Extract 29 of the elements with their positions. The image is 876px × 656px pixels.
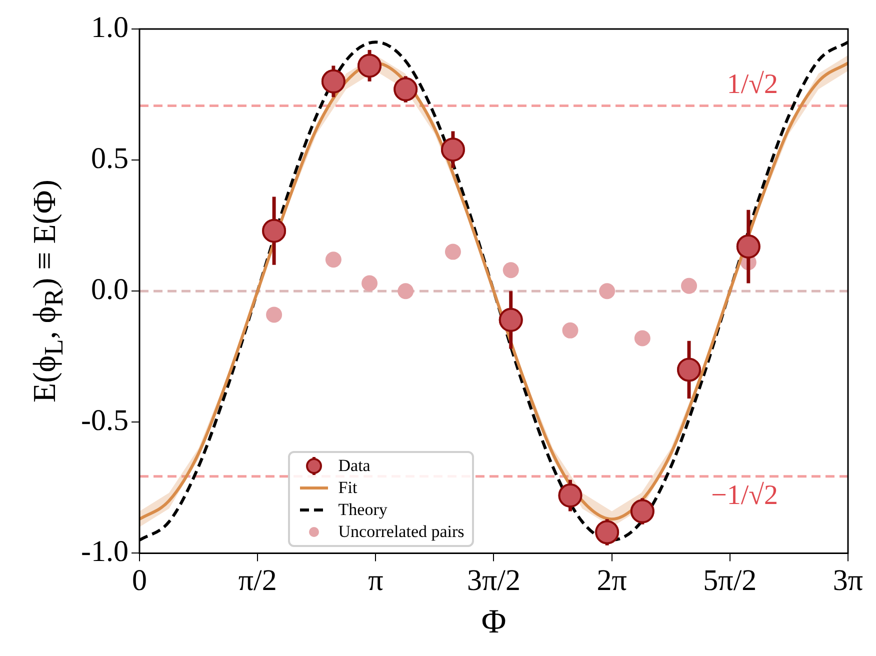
point <box>444 244 461 260</box>
y-tick-label: 0.5 <box>90 142 128 175</box>
point <box>502 262 519 278</box>
point <box>266 306 282 323</box>
ref-line-label: 1/√2 <box>726 69 778 100</box>
y-tick-label: 0.0 <box>90 272 128 306</box>
y-tick-label: -0.5 <box>80 404 128 438</box>
point <box>362 275 378 292</box>
x-tick-label: 3π <box>832 564 864 598</box>
point <box>634 330 650 346</box>
point <box>398 283 414 300</box>
y-tick-label: 1.0 <box>90 10 128 44</box>
x-tick-label: 0 <box>132 564 147 598</box>
legend-label: Theory <box>338 499 388 522</box>
x-tick-label: π <box>368 564 384 598</box>
legend-label: Data <box>338 455 370 478</box>
ref-line-label: −1/√2 <box>711 480 778 511</box>
legend-label: Fit <box>338 477 358 500</box>
x-tick-label: 5π/2 <box>703 564 757 598</box>
point <box>681 278 698 294</box>
x-tick-label: 3π/2 <box>467 564 520 598</box>
x-tick-label: 2π <box>596 564 627 598</box>
point <box>325 252 342 268</box>
x-axis-title: Φ <box>481 604 506 641</box>
y-tick-label: -1.0 <box>80 535 128 568</box>
x-tick-label: π/2 <box>238 564 277 598</box>
point <box>599 283 616 300</box>
point <box>562 322 578 338</box>
legend-label: Uncorrelated pairs <box>338 521 464 544</box>
